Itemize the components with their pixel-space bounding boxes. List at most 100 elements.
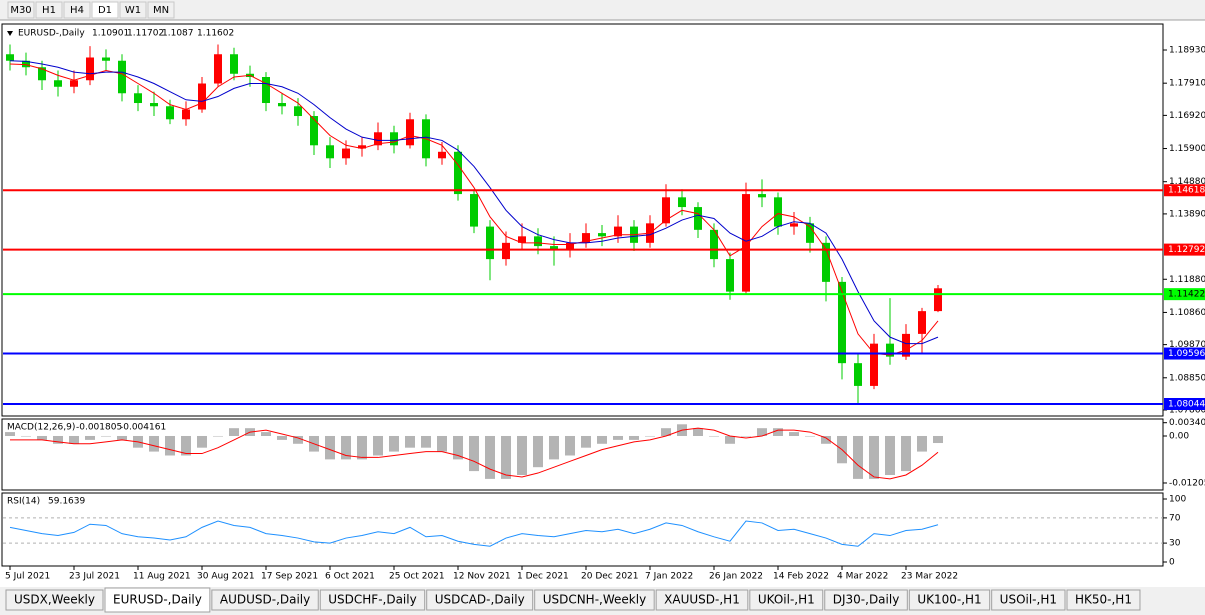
tab[interactable]: USDX,Weekly bbox=[5, 589, 104, 611]
macd-bar bbox=[885, 435, 895, 475]
y-tick-label: 1.17910 bbox=[1169, 79, 1205, 89]
tab-label: USDCHF-,Daily bbox=[328, 593, 416, 607]
y-tick-label: -0.01205 bbox=[1169, 478, 1205, 488]
macd-bar bbox=[181, 435, 191, 456]
candle-body bbox=[102, 57, 110, 61]
candle-body bbox=[518, 236, 526, 243]
low-label: 1.1087 bbox=[162, 29, 194, 39]
tab-label: HK50-,H1 bbox=[1075, 593, 1132, 607]
macd-bar bbox=[85, 435, 95, 440]
candle-body bbox=[294, 106, 302, 117]
candle-body bbox=[86, 57, 94, 81]
candle-body bbox=[582, 233, 590, 243]
candle-body bbox=[838, 281, 846, 364]
tab-label: XAUUSD-,H1 bbox=[664, 593, 740, 607]
x-tick-label: 12 Nov 2021 bbox=[453, 572, 511, 582]
x-tick-label: 14 Feb 2022 bbox=[773, 572, 829, 582]
timeframe-button[interactable] bbox=[63, 1, 91, 19]
candle-body bbox=[502, 242, 510, 260]
tab[interactable]: HK50-,H1 bbox=[1066, 589, 1141, 611]
tab-label: USOil-,H1 bbox=[1000, 593, 1057, 607]
timeframe-label: D1 bbox=[98, 5, 112, 16]
tab-background bbox=[5, 589, 104, 611]
tab-label: AUDUSD-,Daily bbox=[220, 593, 310, 607]
candle-body bbox=[934, 288, 942, 312]
x-tick-label: 6 Oct 2021 bbox=[325, 572, 375, 582]
timeframe-label: H1 bbox=[42, 5, 56, 16]
timeframe-button[interactable] bbox=[35, 1, 63, 19]
candle-body bbox=[22, 60, 30, 68]
candle-body bbox=[662, 197, 670, 224]
tab-background bbox=[824, 589, 908, 611]
macd-bar bbox=[661, 428, 671, 436]
candle-body bbox=[438, 151, 446, 159]
macd-bar bbox=[869, 435, 879, 479]
candle-body bbox=[182, 109, 190, 120]
timeframe-label: W1 bbox=[125, 5, 141, 16]
timeframe-label: H4 bbox=[70, 5, 84, 16]
tab[interactable]: USDCNH-,Weekly bbox=[534, 589, 655, 611]
tab-background bbox=[534, 589, 655, 611]
macd-bar bbox=[565, 435, 575, 456]
x-tick-label: 26 Jan 2022 bbox=[709, 572, 763, 582]
level-tag-label: 1.09596 bbox=[1168, 349, 1205, 359]
tab[interactable]: EURUSD-,Daily bbox=[104, 587, 211, 613]
macd-bar bbox=[517, 435, 527, 475]
y-tick-label: 0 bbox=[1169, 558, 1175, 568]
candle-body bbox=[470, 194, 478, 227]
candle-body bbox=[774, 197, 782, 227]
y-tick-label: 0.00 bbox=[1169, 431, 1189, 441]
y-tick-label: 1.09870 bbox=[1169, 340, 1205, 350]
macd-bar bbox=[373, 435, 383, 456]
tab[interactable]: UK100-,H1 bbox=[908, 589, 991, 611]
rsi-line bbox=[9, 520, 939, 547]
level-tag-label: 1.08044 bbox=[1168, 400, 1205, 410]
macd-bar bbox=[53, 435, 63, 444]
timeframe-button[interactable] bbox=[91, 1, 119, 19]
macd-bar bbox=[37, 435, 47, 440]
tab[interactable]: UKOil-,H1 bbox=[749, 589, 824, 611]
y-tick-label: 1.18930 bbox=[1169, 46, 1205, 56]
tab[interactable]: XAUUSD-,H1 bbox=[655, 589, 749, 611]
macd-bar bbox=[405, 435, 415, 448]
y-tick-label: 1.16920 bbox=[1169, 111, 1205, 121]
macd-bar bbox=[789, 432, 799, 436]
candle-body bbox=[918, 311, 926, 334]
tab[interactable]: DJ30-,Daily bbox=[824, 589, 908, 611]
candle-body bbox=[790, 223, 798, 227]
x-tick-label: 25 Oct 2021 bbox=[389, 572, 445, 582]
tab-background bbox=[1066, 589, 1141, 611]
candle-body bbox=[342, 148, 350, 159]
macd-bar bbox=[453, 435, 463, 460]
tab[interactable]: USDCHF-,Daily bbox=[319, 589, 426, 611]
macd-bar bbox=[805, 435, 815, 437]
tab[interactable]: AUDUSD-,Daily bbox=[211, 589, 319, 611]
candle-body bbox=[694, 207, 702, 230]
y-tick-label: 1.11880 bbox=[1169, 275, 1205, 285]
macd-signal bbox=[10, 427, 939, 480]
level-tag-label: 1.12792 bbox=[1168, 245, 1205, 255]
toolbar bbox=[0, 0, 1205, 20]
macd-signal-value: -0.004161 bbox=[120, 423, 166, 433]
rsi-panel bbox=[1, 492, 1164, 567]
level-tag bbox=[1164, 347, 1205, 360]
candle-body bbox=[230, 54, 238, 74]
candle-body bbox=[726, 259, 734, 292]
timeframe-button[interactable] bbox=[147, 1, 175, 19]
macd-bar bbox=[293, 435, 303, 444]
macd-bar bbox=[757, 428, 767, 436]
candle-body bbox=[902, 333, 910, 357]
timeframe-button[interactable] bbox=[119, 1, 147, 19]
macd-bar bbox=[389, 435, 399, 452]
tab-label: UK100-,H1 bbox=[917, 593, 981, 607]
tab[interactable]: USOil-,H1 bbox=[991, 589, 1066, 611]
y-tick-label: 1.14880 bbox=[1169, 177, 1205, 187]
timeframe-button[interactable] bbox=[7, 1, 35, 19]
macd-bar bbox=[357, 435, 367, 460]
tab[interactable]: USDCAD-,Daily bbox=[426, 589, 534, 611]
macd-bar bbox=[149, 435, 159, 452]
candle-body bbox=[38, 67, 46, 81]
macd-bar bbox=[213, 435, 223, 437]
candle-body bbox=[54, 80, 62, 87]
tab-background bbox=[211, 589, 319, 611]
